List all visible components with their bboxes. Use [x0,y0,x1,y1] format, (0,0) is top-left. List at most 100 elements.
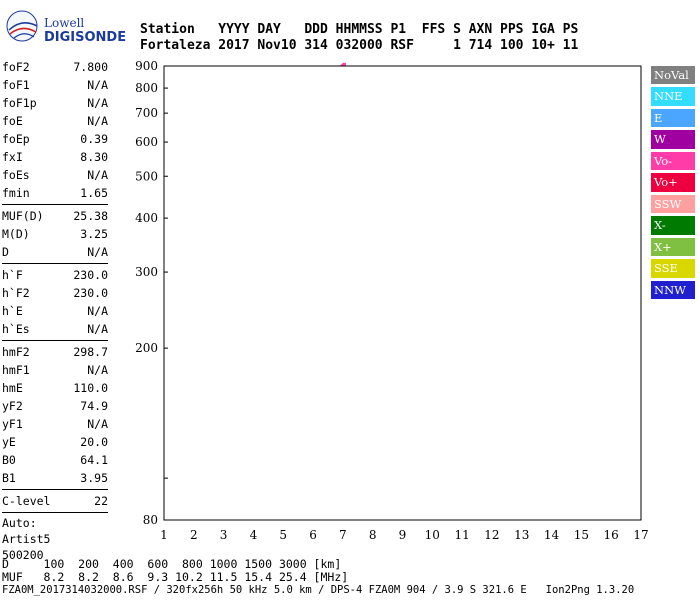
x-tick-label: 13 [514,528,529,542]
param-separator [2,489,108,490]
param-name: h`F [2,268,23,282]
param-row: yF2 74.9 [2,397,108,415]
param-name: B1 [2,471,16,485]
param-row: B0 64.1 [2,451,108,469]
param-name: yF1 [2,417,23,431]
param-name: hmF1 [2,363,30,377]
legend-item: X- [651,216,695,235]
param-row: D N/A [2,243,108,261]
y-tick-label: 80 [143,513,158,527]
y-tick-label: 800 [135,81,158,95]
param-name: M(D) [2,227,30,241]
x-tick-label: 16 [604,528,619,542]
legend-item: NNE [651,87,695,106]
param-row: B1 3.95 [2,469,108,487]
file-info: FZA0M_2017314032000.RSF / 320fx256h 50 k… [2,584,635,596]
x-tick-label: 8 [369,528,377,542]
parameter-panel: foF2 7.800 foF1 N/A foF1p N/A foE N/A foEp 0.39 fx… [2,58,108,563]
y-tick-label: 400 [135,211,158,225]
param-row: fmin 1.65 [2,184,108,202]
x-tick-label: 6 [309,528,317,542]
legend-item: SSW [651,194,695,214]
param-name: foF2 [2,60,30,74]
param-name: fmin [2,186,30,200]
param-value: 298.7 [73,345,108,359]
param-name: foF1p [2,96,37,110]
param-name: h`F2 [2,286,30,300]
param-separator [2,512,108,513]
param-value: 0.39 [80,132,108,146]
x-tick-label: 2 [190,528,198,542]
param-name: foF1 [2,78,30,92]
param-row: yF1 N/A [2,415,108,433]
param-row: hmF2 298.7 [2,343,108,361]
legend-item: Vo- [651,151,695,171]
param-value: 110.0 [73,381,108,395]
x-tick-label: 7 [339,528,347,542]
param-value: 64.1 [80,453,108,467]
x-tick-label: 14 [544,528,560,542]
param-row: hmF1 N/A [2,361,108,379]
param-value: 22 [94,494,108,508]
param-value: 74.9 [80,399,108,413]
param-value: N/A [87,168,108,182]
param-value: 25.38 [73,209,108,223]
param-row: foF1p N/A [2,94,108,112]
legend-item: X+ [651,237,695,257]
param-row: M(D) 3.25 [2,225,108,243]
param-name: B0 [2,453,16,467]
x-tick-label: 15 [574,528,589,542]
param-value: 7.800 [73,60,108,74]
param-name: foEs [2,168,30,182]
param-row: foF2 7.800 [2,58,108,76]
param-name: fxI [2,150,23,164]
param-value: 230.0 [73,268,108,282]
logo-lowell-text: Lowell [44,16,85,30]
param-value: N/A [87,304,108,318]
param-value: 230.0 [73,286,108,300]
param-value: N/A [87,322,108,336]
param-name: D [2,245,9,259]
param-name: hmE [2,381,23,395]
param-name: h`Es [2,322,30,336]
legend-item: E [651,108,695,128]
param-row: foE N/A [2,112,108,130]
param-row: h`F 230.0 [2,266,108,284]
muf-table: D 100 200 400 600 800 1000 1500 3000 [km… [2,558,348,584]
plot-frame [163,65,642,521]
param-row: foEs N/A [2,166,108,184]
param-value: N/A [87,96,108,110]
autoscale-text: 500200 [2,548,44,562]
legend-item: W [651,130,695,149]
param-value: 3.95 [80,471,108,485]
param-value: 8.30 [80,150,108,164]
x-tick-label: 4 [250,528,258,542]
param-value: N/A [87,78,108,92]
param-value: 1.65 [80,186,108,200]
legend-item: NNW [651,280,695,300]
x-tick-label: 5 [279,528,287,542]
param-row: foEp 0.39 [2,130,108,148]
x-tick-label: 1 [160,528,168,542]
y-tick-label: 700 [135,106,158,120]
legend-item: NoVal [651,66,695,85]
x-tick-label: 10 [425,528,440,542]
logo-globe-icon [6,10,38,42]
param-row: MUF(D) 25.38 [2,207,108,225]
param-row: hmE 110.0 [2,379,108,397]
param-name: yF2 [2,399,23,413]
muf-row: MUF 8.2 8.2 8.6 9.3 10.2 11.5 15.4 25.4 … [2,570,349,584]
param-row: C-level 22 [2,492,108,510]
param-value: 20.0 [80,435,108,449]
param-row: h`F2 230.0 [2,284,108,302]
distance-row: D 100 200 400 600 800 1000 1500 3000 [km… [2,557,342,571]
param-row: yE 20.0 [2,433,108,451]
param-row: h`E N/A [2,302,108,320]
logo-digisonde-text: DIGISONDE [44,30,127,45]
digisonde-logo: Lowell DIGISONDE [4,6,127,52]
param-name: foEp [2,132,30,146]
y-tick-label: 500 [135,169,158,183]
param-name: MUF(D) [2,209,44,223]
autoscale-text: Artist5 [2,532,51,546]
